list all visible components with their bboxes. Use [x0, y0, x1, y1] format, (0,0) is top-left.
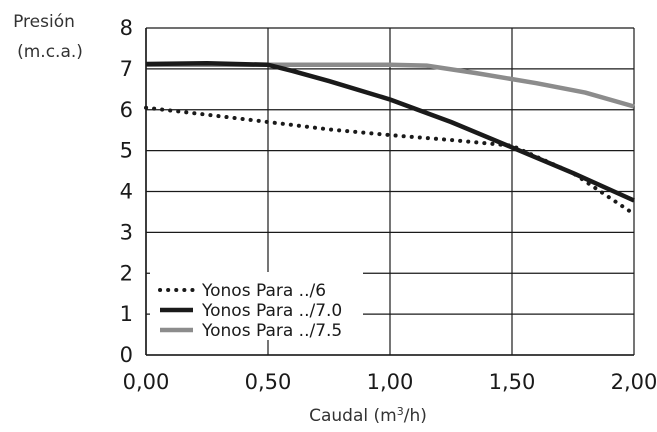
x-tick-label: 1,50: [489, 370, 536, 394]
x-axis-label-main: Caudal (m: [309, 406, 397, 426]
y-tick-label: 6: [120, 98, 133, 122]
y-tick-label: 1: [120, 302, 133, 326]
x-axis-label-superscript: 3: [397, 405, 404, 418]
tick-labels: 0 1 2 3 4 5 6 7 8 0,00 0,50 1,00 1,50 2,00: [120, 16, 657, 394]
y-axis-label-line1: Presión: [13, 12, 75, 32]
x-axis-label: Caudal (m3/h): [309, 405, 427, 426]
series-line-1: [144, 105, 636, 216]
x-tick-label: 2,00: [611, 370, 657, 394]
x-tick-label: 0,50: [245, 370, 292, 394]
y-tick-label: 5: [120, 139, 133, 163]
y-tick-label: 8: [120, 16, 133, 40]
y-tick-label: 4: [120, 180, 133, 204]
legend-label-1: Yonos Para ../6: [201, 281, 326, 301]
y-tick-label: 2: [120, 261, 133, 285]
legend-label-3: Yonos Para ../7.5: [201, 321, 342, 341]
x-tick-label: 1,00: [367, 370, 414, 394]
x-axis-label-end: /h): [404, 406, 427, 426]
x-tick-label: 0,00: [123, 370, 170, 394]
axes: [145, 28, 634, 356]
y-tick-label: 7: [120, 57, 133, 81]
y-axis-label-line2: (m.c.a.): [17, 42, 83, 62]
y-tick-label: 3: [120, 220, 133, 244]
series-group: [144, 60, 636, 216]
series-line-2: [145, 60, 635, 203]
grid-lines: [145, 27, 635, 356]
legend-label-2: Yonos Para ../7.0: [201, 301, 342, 321]
y-tick-label: 0: [120, 343, 133, 367]
series-line-3: [146, 62, 635, 109]
